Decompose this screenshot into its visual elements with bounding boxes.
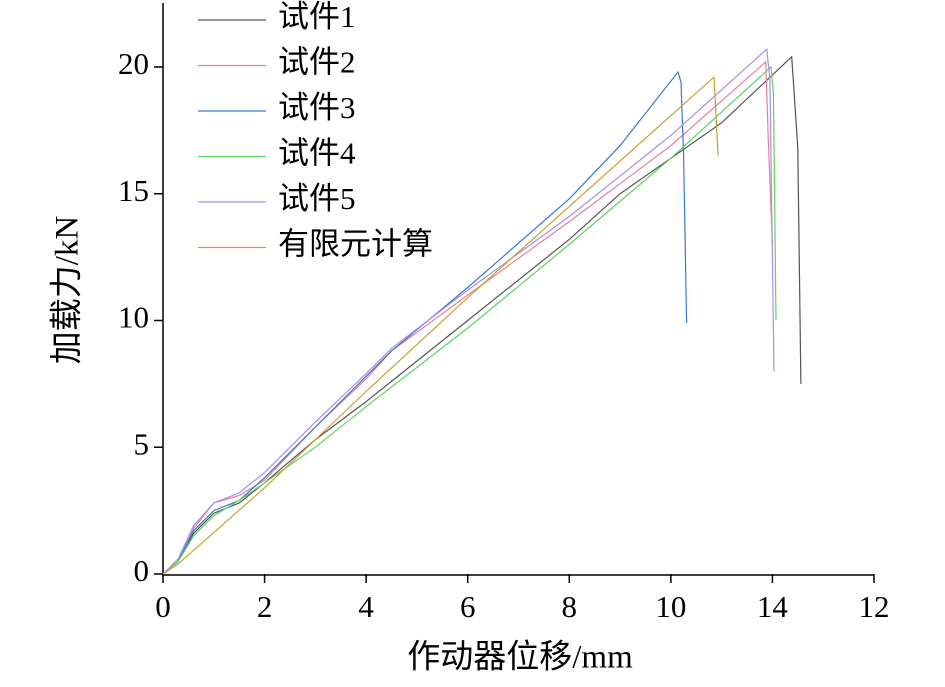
legend-label: 试件1 xyxy=(278,0,356,34)
series-line xyxy=(162,70,688,575)
x-tick-label: 8 xyxy=(562,589,578,624)
series-line xyxy=(162,75,719,575)
x-tick-label: 14 xyxy=(757,589,789,624)
legend-label: 试件2 xyxy=(278,45,356,80)
x-axis-label: 作动器位移/mm xyxy=(407,639,633,676)
x-tick-label: 12 xyxy=(859,589,890,624)
legend-label: 试件5 xyxy=(278,181,356,216)
y-tick-label: 0 xyxy=(134,553,150,588)
y-tick-label: 20 xyxy=(118,46,149,81)
series-line xyxy=(162,47,775,575)
y-tick-label: 10 xyxy=(118,300,149,335)
x-tick-label: 10 xyxy=(655,589,686,624)
x-tick-label: 0 xyxy=(155,589,171,624)
legend-label: 试件3 xyxy=(278,90,356,125)
series-line xyxy=(162,60,773,575)
series-line xyxy=(162,55,802,575)
x-tick-label: 6 xyxy=(460,589,476,624)
x-tick-label: 4 xyxy=(358,589,374,624)
legend-label: 有限元计算 xyxy=(278,227,433,262)
y-axis-label: 加载力/kN xyxy=(49,216,86,365)
y-tick-label: 15 xyxy=(118,173,149,208)
legend-label: 试件4 xyxy=(278,136,356,171)
y-tick-label: 5 xyxy=(134,426,150,461)
x-tick-label: 2 xyxy=(257,589,273,624)
series-line xyxy=(162,65,777,575)
